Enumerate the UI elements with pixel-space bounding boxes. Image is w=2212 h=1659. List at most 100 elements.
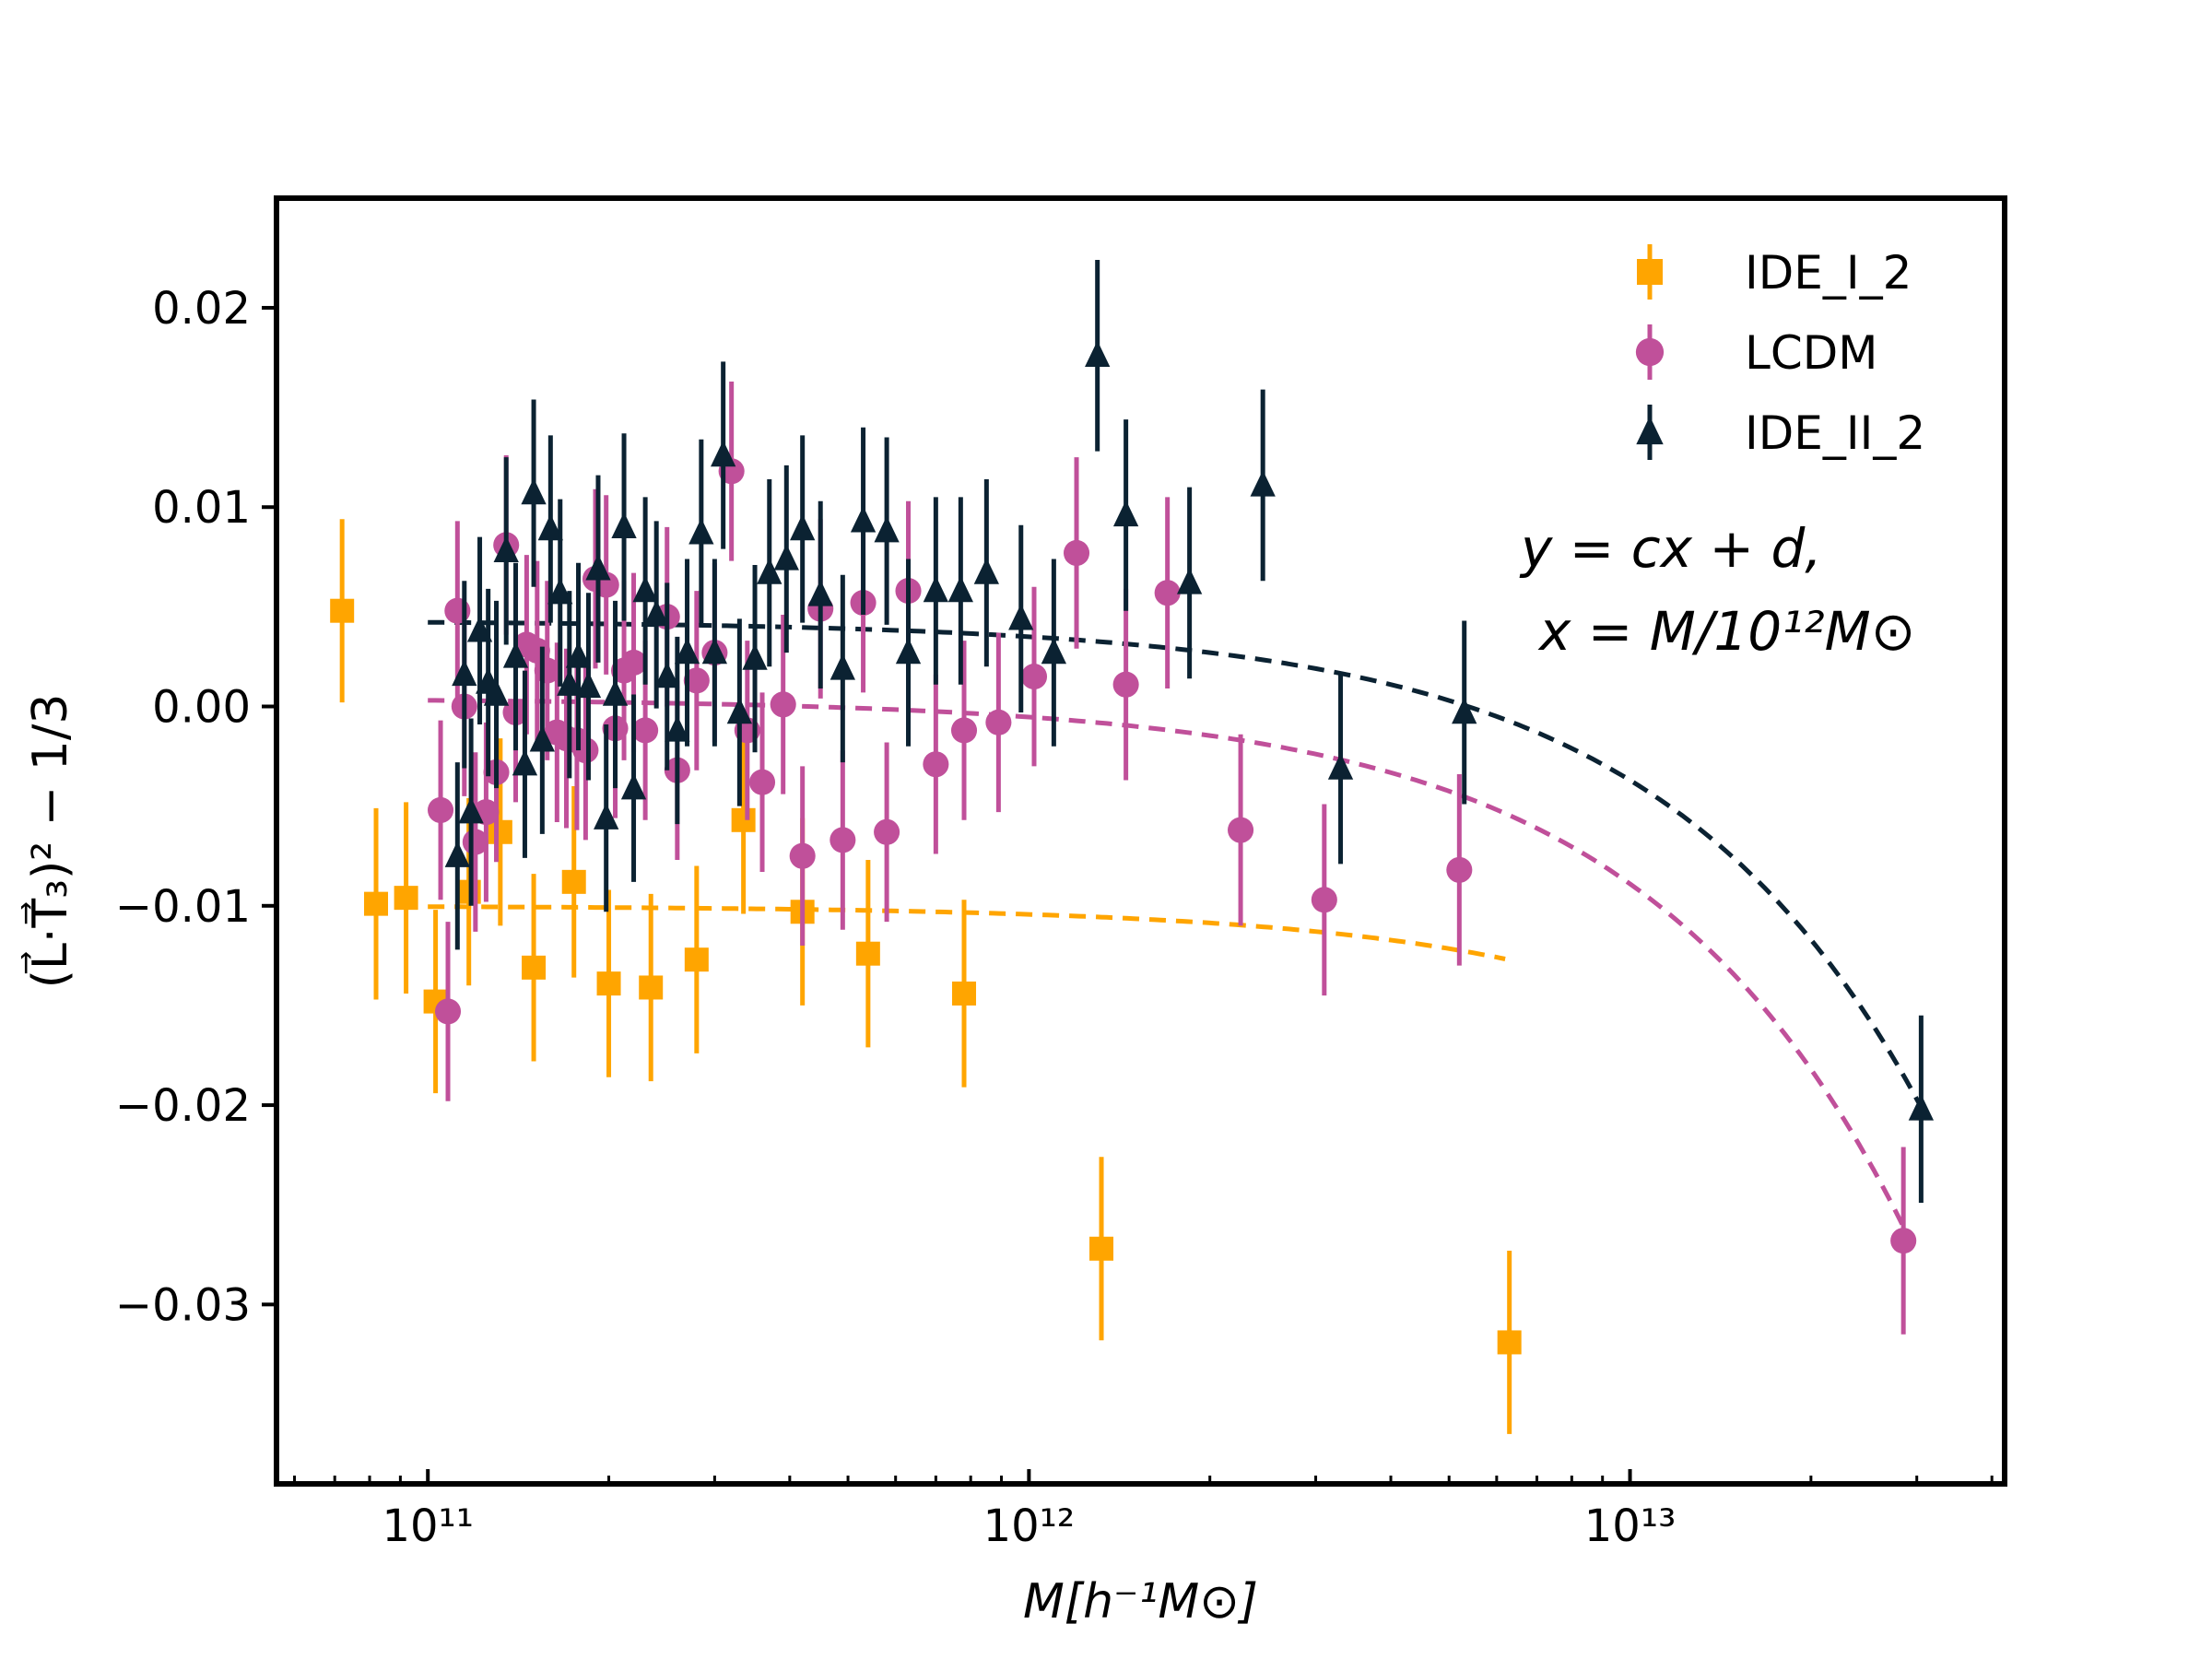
data-point — [1890, 1228, 1917, 1254]
annotation-line-1: y = cx + d, — [1519, 517, 1822, 580]
data-point — [947, 575, 974, 603]
data-point — [620, 649, 647, 676]
series-IDE_II_2 — [444, 260, 1935, 1204]
data-point — [596, 971, 621, 996]
data-point — [807, 580, 833, 606]
y-tick-label: 0.00 — [152, 682, 251, 734]
x-tick-label: 10¹³ — [1584, 1500, 1677, 1552]
y-tick-label: −0.01 — [115, 881, 251, 933]
data-point — [1327, 753, 1354, 780]
data-point — [1311, 887, 1337, 913]
x-axis-label: M[h⁻¹M⊙] — [1023, 1574, 1258, 1630]
data-point — [874, 515, 900, 543]
data-point — [748, 769, 776, 795]
legend-marker-square — [1637, 259, 1663, 285]
data-point — [1250, 470, 1276, 497]
data-point — [874, 818, 900, 845]
axes: 10¹¹ 10¹² 10¹³ 0.02 0.01 0.00 −0.01 −0.02 −0.03 — [115, 195, 2007, 1552]
data-point — [643, 599, 669, 627]
legend-entry: IDE_I_2 — [1637, 244, 1912, 300]
data-point — [1228, 817, 1254, 843]
x-tick-label: 10¹¹ — [382, 1500, 474, 1552]
data-point — [1176, 568, 1203, 594]
data-point — [923, 575, 949, 603]
data-point — [1497, 1330, 1522, 1355]
data-point — [1063, 539, 1090, 567]
data-point — [458, 796, 484, 824]
data-point — [1085, 340, 1111, 368]
legend-label: IDE_II_2 — [1745, 406, 1925, 460]
y-tick-label: 0.02 — [152, 283, 251, 335]
data-point — [923, 751, 949, 778]
data-point — [1446, 856, 1473, 883]
legend-entry: LCDM — [1635, 324, 1877, 380]
data-point — [632, 717, 659, 744]
data-point — [557, 669, 582, 696]
data-point — [973, 558, 1000, 584]
data-point — [483, 679, 510, 706]
y-axis-label: (L⃗·T⃗₃)² − 1/3 — [21, 694, 78, 989]
legend-label: LCDM — [1745, 326, 1877, 380]
data-point — [1008, 604, 1034, 630]
data-point — [537, 513, 563, 541]
data-point — [394, 886, 418, 911]
data-point — [731, 807, 756, 832]
data-point — [529, 725, 555, 752]
legend-label: IDE_I_2 — [1745, 246, 1912, 300]
data-point — [428, 796, 454, 824]
legend-marker-triangle — [1636, 416, 1664, 445]
data-point — [789, 842, 816, 869]
data-point — [773, 544, 799, 571]
plot-frame — [274, 195, 2007, 1487]
data-point — [434, 998, 462, 1025]
data-point — [1112, 671, 1139, 698]
data-point — [684, 947, 709, 972]
fit-annotation: y = cx + d, x = M/10¹²M⊙ — [1519, 517, 1915, 663]
data-point — [683, 667, 710, 694]
data-point — [1908, 1094, 1935, 1121]
data-point — [665, 715, 690, 742]
data-point — [561, 869, 586, 894]
data-point — [830, 653, 855, 680]
fit-line-IDE_I_2 — [428, 904, 1506, 961]
data-point — [770, 691, 796, 718]
data-point — [620, 772, 647, 800]
data-point — [1020, 664, 1048, 690]
data-point — [985, 709, 1012, 735]
data-point — [547, 577, 573, 605]
plot-area — [330, 260, 1935, 1434]
y-tick-label: 0.01 — [152, 482, 251, 534]
data-point — [850, 506, 877, 533]
data-point — [521, 477, 547, 505]
data-point — [502, 641, 529, 668]
data-point — [654, 661, 680, 688]
y-tick-label: −0.02 — [115, 1080, 251, 1132]
legend: IDE_I_2 LCDM IDE_II_2 — [1635, 244, 1925, 460]
data-point — [895, 637, 922, 665]
data-point — [512, 748, 538, 776]
data-point — [790, 513, 816, 541]
data-point — [594, 803, 619, 830]
data-point — [611, 512, 637, 539]
data-point — [742, 643, 768, 670]
legend-marker-circle — [1635, 337, 1665, 367]
data-point — [688, 518, 714, 545]
fit-line-LCDM — [428, 698, 1906, 1229]
data-point — [674, 637, 700, 665]
y-tick-label: −0.03 — [115, 1279, 251, 1331]
legend-entry: IDE_II_2 — [1636, 405, 1925, 460]
data-point — [1452, 697, 1477, 724]
data-point — [493, 535, 519, 563]
data-point — [330, 598, 355, 623]
x-tick-label: 10¹² — [983, 1500, 1076, 1552]
data-point — [585, 554, 611, 581]
data-point — [575, 671, 602, 699]
annotation-line-2: x = M/10¹²M⊙ — [1537, 600, 1915, 663]
data-point — [639, 975, 664, 1000]
data-point — [1154, 580, 1181, 606]
data-point — [602, 679, 629, 706]
data-point — [1041, 637, 1067, 665]
data-point — [726, 697, 753, 724]
data-point — [452, 659, 477, 687]
